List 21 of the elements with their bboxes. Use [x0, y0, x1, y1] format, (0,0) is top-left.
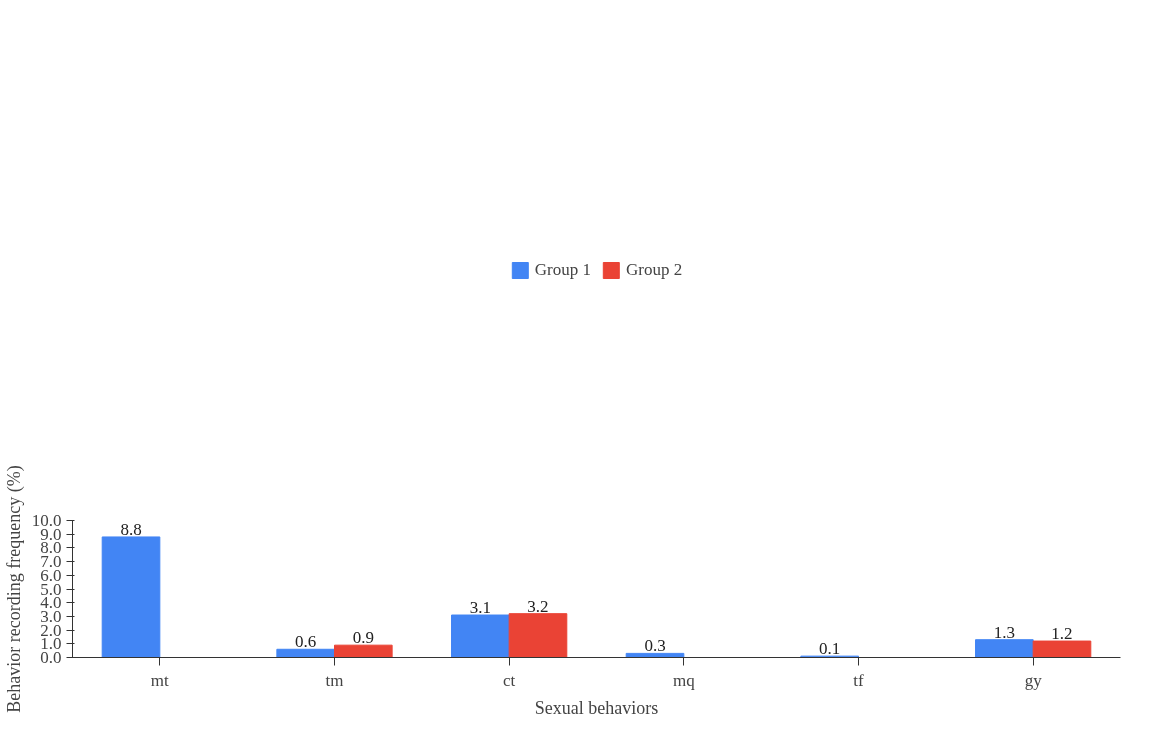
y-tick-label: 0.0 — [40, 648, 62, 667]
x-tick-label: mq — [672, 670, 696, 690]
x-tick-label: mt — [150, 670, 170, 690]
legend-label: Group 1 — [534, 260, 591, 280]
x-tick-label: ct — [503, 670, 516, 690]
data-label: 0.9 — [352, 628, 374, 648]
data-label: 3.2 — [527, 596, 549, 616]
data-label: 3.1 — [469, 598, 491, 618]
y-axis-title: Behavior recording frequency (%) — [3, 465, 25, 713]
data-label: 0.6 — [295, 632, 317, 652]
data-label: 0.1 — [819, 639, 841, 659]
y-tick-label: 10.0 — [31, 511, 62, 530]
legend-label: Group 2 — [626, 260, 683, 280]
data-label: 1.3 — [993, 622, 1015, 642]
x-tick-label: gy — [1024, 670, 1043, 690]
data-label: 1.2 — [1051, 624, 1073, 644]
x-tick-label: tm — [325, 670, 344, 690]
data-label: 0.3 — [644, 636, 666, 656]
x-axis-title: Sexual behaviors — [534, 697, 659, 718]
data-label: 8.8 — [120, 519, 142, 539]
x-tick-label: tf — [853, 670, 865, 690]
